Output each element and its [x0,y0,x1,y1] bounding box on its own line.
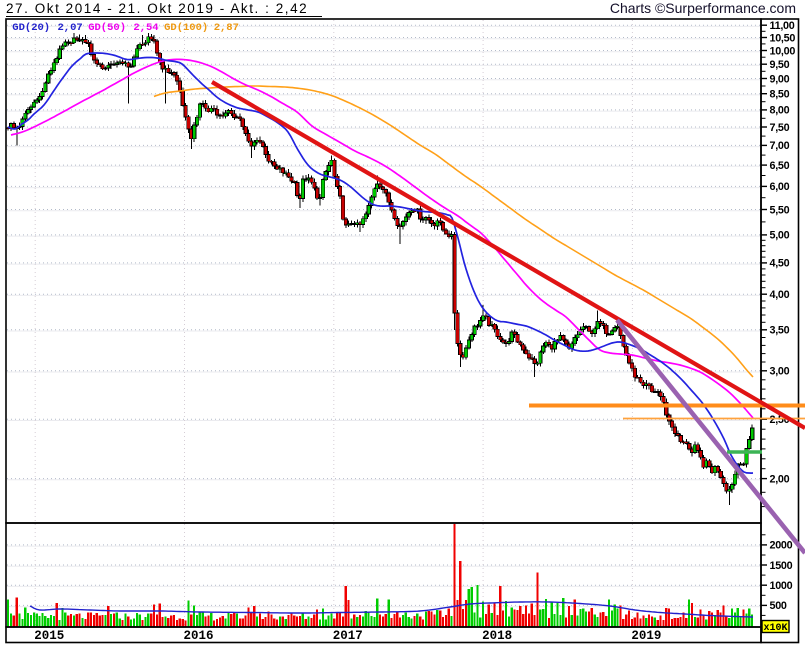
svg-text:3,00: 3,00 [770,366,790,378]
svg-text:4,50: 4,50 [770,258,790,270]
svg-text:1500: 1500 [770,560,793,572]
svg-text:6,00: 6,00 [770,181,790,193]
svg-text:8,00: 8,00 [770,105,790,117]
svg-text:3,50: 3,50 [770,325,790,337]
svg-text:2018: 2018 [482,629,512,643]
svg-text:Charts ©Surperformance.com: Charts ©Surperformance.com [610,0,796,16]
svg-text:GD(50): GD(50) [88,22,126,34]
svg-text:x10K: x10K [763,623,787,634]
svg-text:5,50: 5,50 [770,204,790,216]
svg-text:2015: 2015 [34,629,64,643]
svg-text:2000: 2000 [770,540,793,552]
svg-text:10,50: 10,50 [770,32,796,44]
svg-text:9,50: 9,50 [770,59,790,71]
svg-text:2,07: 2,07 [58,22,83,34]
svg-text:2017: 2017 [333,629,363,643]
svg-text:9,00: 9,00 [770,73,790,85]
svg-text:7,00: 7,00 [770,140,790,152]
svg-text:7,50: 7,50 [770,122,790,134]
svg-text:2019: 2019 [631,629,661,643]
svg-text:2,54: 2,54 [133,22,158,34]
svg-text:500: 500 [770,600,787,612]
svg-text:8,50: 8,50 [770,89,790,101]
svg-text:2,00: 2,00 [770,473,790,485]
svg-text:11,00: 11,00 [770,20,795,32]
svg-text:10,00: 10,00 [770,45,796,57]
svg-text:2,87: 2,87 [214,22,239,34]
svg-text:GD(20): GD(20) [12,22,50,34]
svg-text:27. Okt 2014 - 21. Okt 2019 -: 27. Okt 2014 - 21. Okt 2019 - Akt. : 2,4… [6,1,308,16]
svg-text:5,00: 5,00 [770,230,790,242]
svg-text:4,00: 4,00 [770,289,790,301]
svg-text:2016: 2016 [183,629,213,643]
svg-text:6,50: 6,50 [770,160,790,172]
svg-text:GD(100): GD(100) [164,22,208,34]
svg-text:1000: 1000 [770,580,793,592]
